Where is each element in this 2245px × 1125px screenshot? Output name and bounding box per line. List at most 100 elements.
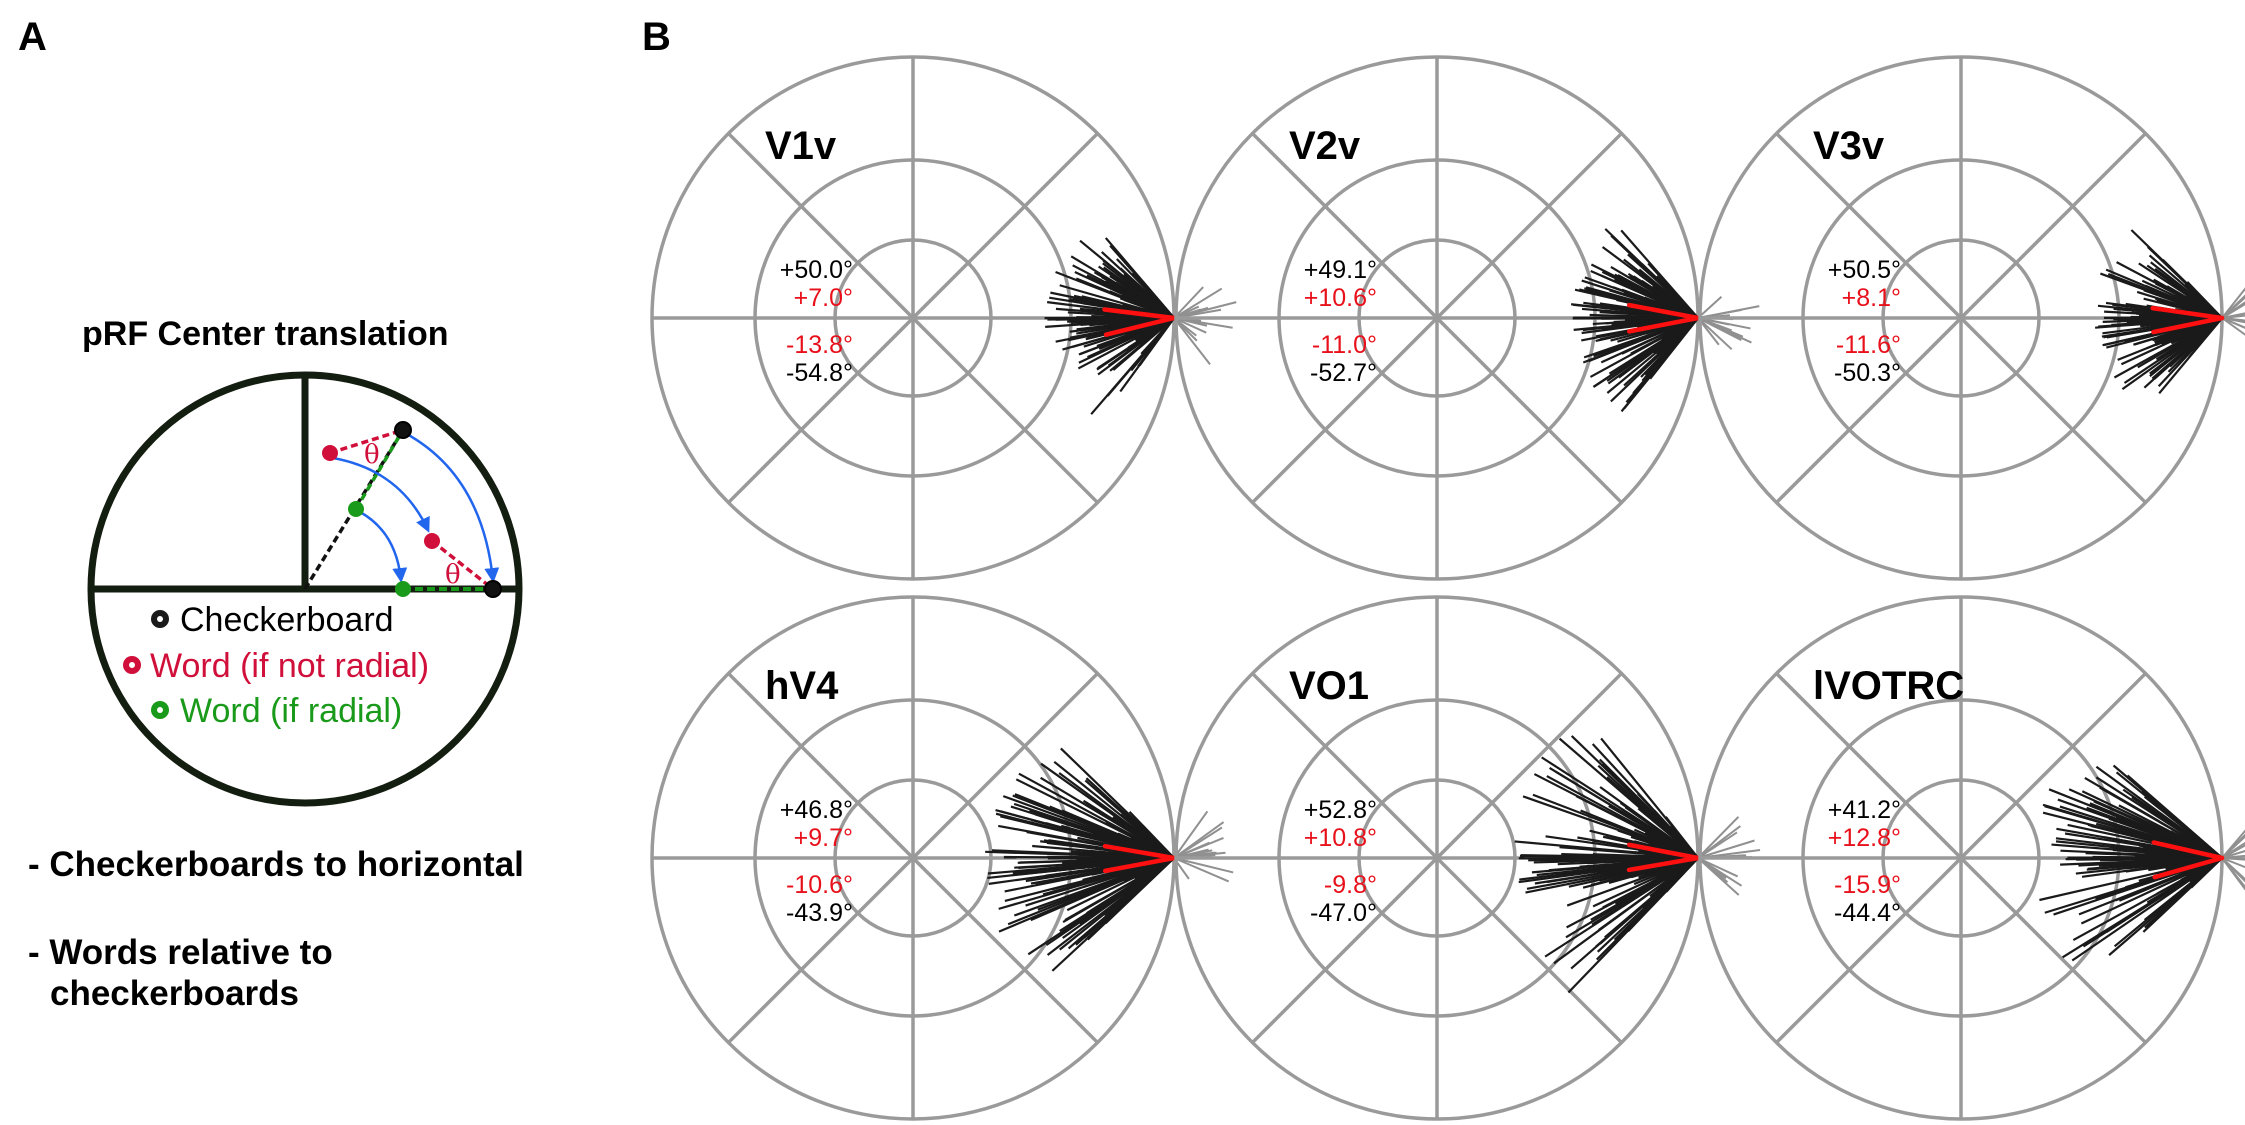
- grid-spoke: [1775, 132, 1963, 320]
- vector: [1522, 795, 1699, 860]
- angle-lower-spread: -47.0°: [1310, 899, 1377, 927]
- red-translated-line: [430, 539, 495, 591]
- bullet-words-line1: - Words relative to: [28, 933, 333, 972]
- vector: [2084, 776, 2223, 859]
- grid-spoke: [911, 672, 1099, 860]
- angle-lower-mean: -10.6°: [786, 871, 853, 899]
- angle-upper-spread: +49.1°: [1304, 256, 1377, 284]
- grid-spoke: [727, 316, 915, 504]
- panel-a: A pRF Center translation θ θ: [18, 15, 524, 1013]
- angle-upper-mean: +12.8°: [1828, 824, 1901, 852]
- vector: [2161, 258, 2223, 319]
- grid-spoke: [727, 672, 915, 860]
- polar-plot-v3v: V3v +50.5°+8.1° -11.6°-50.3°: [1698, 55, 2245, 581]
- angle-lower-mean: -13.8°: [786, 331, 853, 359]
- legend-label-word-not-radial: Word (if not radial): [150, 647, 429, 685]
- black-rotation-arrow: [404, 431, 500, 583]
- angle-upper-mean: +9.7°: [794, 824, 853, 852]
- grid-spoke: [727, 856, 915, 1044]
- panel-b-letter: B: [642, 15, 671, 59]
- outlier-vector: [2221, 317, 2245, 336]
- theta-label-top: θ: [364, 440, 380, 470]
- outlier-vector: [1173, 857, 1230, 883]
- outlier-vector: [1173, 317, 1211, 365]
- grid-spoke: [1959, 316, 2147, 504]
- outlier-vector: [1697, 296, 1723, 319]
- legend: Checkerboard Word (if not radial) Word (…: [123, 601, 429, 730]
- outlier-vector: [1173, 857, 1234, 874]
- vector: [2153, 278, 2223, 319]
- angle-upper-mean: +10.6°: [1304, 284, 1377, 312]
- mean-vector-lower: [1102, 855, 1177, 874]
- vector-bundle: [1514, 735, 1761, 994]
- mean-vector-lower: [2151, 315, 2225, 335]
- vector-bundle: [985, 747, 1234, 972]
- vector: [1138, 317, 1175, 367]
- outlier-vector: [2221, 287, 2245, 319]
- grid-spoke: [1775, 856, 1963, 1044]
- outlier-vector: [1173, 286, 1204, 319]
- legend-label-word-radial: Word (if radial): [180, 692, 402, 730]
- polar-plot-v2v: V2v +49.1°+10.6° -11.0°-52.7°: [1174, 55, 1760, 581]
- grid-spoke: [911, 856, 1099, 1044]
- vector: [2080, 857, 2223, 925]
- vector: [1058, 772, 1175, 859]
- angle-upper-spread: +46.8°: [780, 796, 853, 824]
- vector: [1623, 317, 1699, 410]
- angle-lower-mean: -15.9°: [1834, 871, 1901, 899]
- outlier-vector: [2221, 301, 2245, 319]
- grid-spoke: [911, 132, 1099, 320]
- vector: [2126, 774, 2223, 859]
- vector: [2109, 845, 2223, 860]
- red-offset-line: [329, 428, 404, 455]
- mean-vector-upper: [1102, 307, 1177, 321]
- vector: [1588, 856, 1699, 862]
- vector: [2115, 816, 2223, 860]
- vector: [1112, 816, 1175, 859]
- polar-plot-hv4: hV4 +46.8°+9.7° -10.6°-43.9°: [650, 595, 1234, 1121]
- vector: [2142, 857, 2223, 933]
- legend-item-word-not-radial: Word (if not radial): [123, 647, 429, 685]
- outlier-vector: [2221, 857, 2245, 883]
- mean-vector-lower: [2152, 855, 2225, 880]
- vector: [1639, 857, 1699, 910]
- vector: [998, 856, 1175, 933]
- vector: [1533, 773, 1699, 859]
- vector: [1084, 779, 1175, 859]
- angle-lower-spread: -54.8°: [786, 359, 853, 387]
- grid-spoke: [1959, 856, 2147, 1044]
- theta-label-bottom: θ: [445, 560, 461, 590]
- outlier-vector: [2221, 841, 2245, 859]
- mean-vector-upper: [2151, 840, 2225, 861]
- outlier-vector: [1697, 857, 1729, 883]
- outlier-vector: [2221, 317, 2245, 329]
- mean-vector-lower: [1626, 855, 1701, 873]
- vector: [1102, 259, 1175, 319]
- roi-label-v1v: V1v: [765, 124, 837, 168]
- legend-label-checkerboard: Checkerboard: [180, 601, 394, 639]
- polar-plot-vo1: VO1 +52.8°+10.8° -9.8°-47.0°: [1174, 595, 1761, 1121]
- vector: [1590, 263, 1699, 319]
- vector: [1663, 857, 1699, 882]
- angle-upper-spread: +52.8°: [1304, 796, 1377, 824]
- angle-upper-mean: +10.8°: [1304, 824, 1377, 852]
- vector: [1601, 246, 1699, 319]
- polar-plot-v1v: V1v +50.0°+7.0° -13.8°-54.8°: [650, 55, 1237, 581]
- vector: [2078, 856, 2223, 916]
- legend-item-word-radial: Word (if radial): [151, 692, 402, 730]
- vector: [1098, 857, 1175, 911]
- grid-spoke: [1959, 672, 2147, 860]
- grid-spoke: [1251, 316, 1439, 504]
- mean-vector-upper: [1626, 842, 1701, 861]
- outlier-vector: [1697, 857, 1739, 878]
- vector: [2149, 317, 2223, 377]
- outlier-vector: [1173, 317, 1198, 342]
- panel-a-title: pRF Center translation: [82, 315, 448, 353]
- roi-label-lvotrc: lVOTRC: [1813, 664, 1964, 708]
- legend-item-checkerboard: Checkerboard: [151, 601, 394, 639]
- outlier-vector: [1173, 287, 1223, 319]
- word-radial-point: [348, 501, 364, 517]
- outlier-vector: [2221, 857, 2245, 869]
- angle-upper-spread: +41.2°: [1828, 796, 1901, 824]
- angle-upper-mean: +8.1°: [1842, 284, 1901, 312]
